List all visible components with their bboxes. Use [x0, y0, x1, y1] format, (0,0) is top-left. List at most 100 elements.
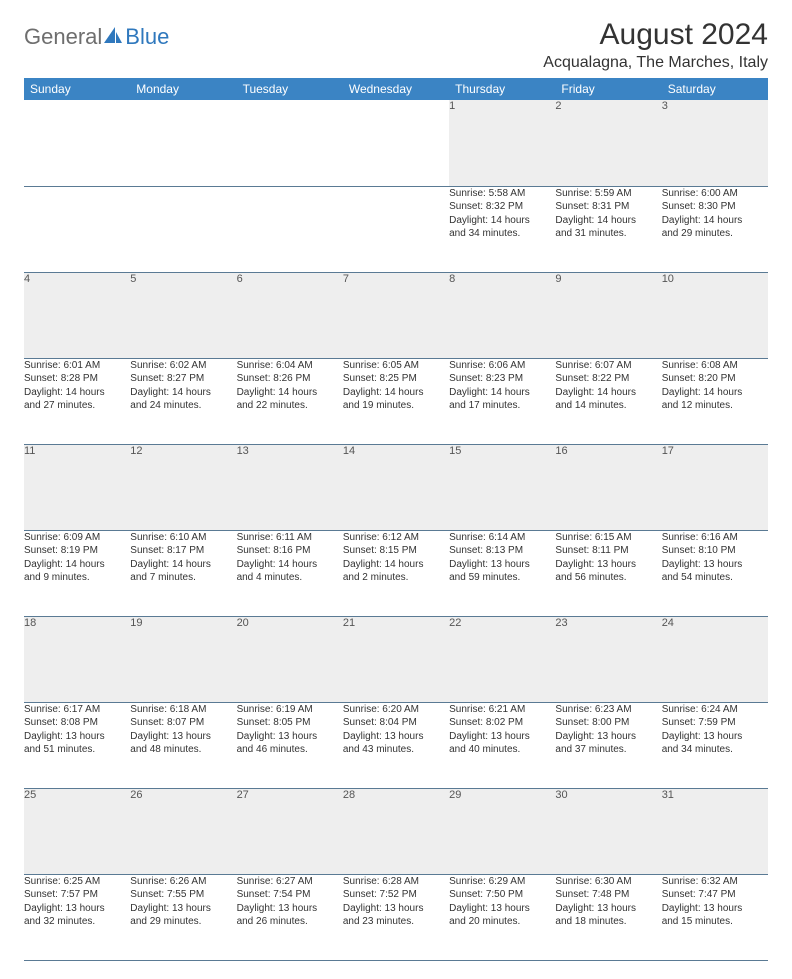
sunset-text: Sunset: 8:04 PM [343, 716, 449, 730]
daylight-text: and 31 minutes. [555, 227, 661, 241]
day-number [343, 100, 449, 186]
sunrise-text: Sunrise: 6:26 AM [130, 875, 236, 889]
sunset-text: Sunset: 8:00 PM [555, 716, 661, 730]
sunset-text: Sunset: 7:48 PM [555, 888, 661, 902]
daylight-text: and 14 minutes. [555, 399, 661, 413]
day-number: 24 [662, 616, 768, 702]
sunrise-text: Sunrise: 6:30 AM [555, 875, 661, 889]
day-number: 19 [130, 616, 236, 702]
day-number-row: 123 [24, 100, 768, 186]
sunrise-text: Sunrise: 6:05 AM [343, 359, 449, 373]
sunrise-text: Sunrise: 6:28 AM [343, 875, 449, 889]
day-number [130, 100, 236, 186]
daylight-text: Daylight: 13 hours [555, 730, 661, 744]
day-detail-row: Sunrise: 6:25 AMSunset: 7:57 PMDaylight:… [24, 874, 768, 960]
sunset-text: Sunset: 8:11 PM [555, 544, 661, 558]
day-details: Sunrise: 6:05 AMSunset: 8:25 PMDaylight:… [343, 358, 449, 444]
daylight-text: and 43 minutes. [343, 743, 449, 757]
sunrise-text: Sunrise: 6:07 AM [555, 359, 661, 373]
day-number: 27 [237, 788, 343, 874]
logo-text-general: General [24, 24, 102, 50]
sunrise-text: Sunrise: 6:01 AM [24, 359, 130, 373]
sunset-text: Sunset: 8:19 PM [24, 544, 130, 558]
location: Acqualagna, The Marches, Italy [543, 54, 768, 72]
day-details: Sunrise: 6:26 AMSunset: 7:55 PMDaylight:… [130, 874, 236, 960]
month-title: August 2024 [543, 18, 768, 52]
day-detail-row: Sunrise: 6:09 AMSunset: 8:19 PMDaylight:… [24, 530, 768, 616]
day-number: 18 [24, 616, 130, 702]
daylight-text: and 26 minutes. [237, 915, 343, 929]
daylight-text: and 48 minutes. [130, 743, 236, 757]
weekday-header-row: SundayMondayTuesdayWednesdayThursdayFrid… [24, 78, 768, 100]
daylight-text: Daylight: 14 hours [343, 558, 449, 572]
day-number: 8 [449, 272, 555, 358]
daylight-text: Daylight: 13 hours [24, 902, 130, 916]
logo-sail-icon [103, 26, 123, 49]
daylight-text: Daylight: 13 hours [24, 730, 130, 744]
daylight-text: Daylight: 13 hours [237, 730, 343, 744]
daylight-text: and 17 minutes. [449, 399, 555, 413]
day-number: 4 [24, 272, 130, 358]
sunrise-text: Sunrise: 6:06 AM [449, 359, 555, 373]
day-details: Sunrise: 6:02 AMSunset: 8:27 PMDaylight:… [130, 358, 236, 444]
sunset-text: Sunset: 8:30 PM [662, 200, 768, 214]
day-details: Sunrise: 6:12 AMSunset: 8:15 PMDaylight:… [343, 530, 449, 616]
sunset-text: Sunset: 8:22 PM [555, 372, 661, 386]
day-number: 13 [237, 444, 343, 530]
day-number-row: 18192021222324 [24, 616, 768, 702]
sunset-text: Sunset: 8:26 PM [237, 372, 343, 386]
day-details [343, 186, 449, 272]
day-number: 3 [662, 100, 768, 186]
day-number: 22 [449, 616, 555, 702]
day-number: 29 [449, 788, 555, 874]
sunrise-text: Sunrise: 6:11 AM [237, 531, 343, 545]
day-number [24, 100, 130, 186]
day-number: 17 [662, 444, 768, 530]
day-details: Sunrise: 6:06 AMSunset: 8:23 PMDaylight:… [449, 358, 555, 444]
weekday-header: Sunday [24, 78, 130, 100]
sunset-text: Sunset: 8:32 PM [449, 200, 555, 214]
sunset-text: Sunset: 8:07 PM [130, 716, 236, 730]
daylight-text: Daylight: 14 hours [237, 386, 343, 400]
daylight-text: Daylight: 13 hours [130, 730, 236, 744]
daylight-text: Daylight: 13 hours [237, 902, 343, 916]
sunrise-text: Sunrise: 6:08 AM [662, 359, 768, 373]
calendar-table: SundayMondayTuesdayWednesdayThursdayFrid… [24, 78, 768, 961]
sunset-text: Sunset: 8:31 PM [555, 200, 661, 214]
sunset-text: Sunset: 8:05 PM [237, 716, 343, 730]
sunrise-text: Sunrise: 6:24 AM [662, 703, 768, 717]
sunrise-text: Sunrise: 6:16 AM [662, 531, 768, 545]
sunset-text: Sunset: 7:59 PM [662, 716, 768, 730]
day-number: 5 [130, 272, 236, 358]
daylight-text: and 29 minutes. [130, 915, 236, 929]
day-details: Sunrise: 6:20 AMSunset: 8:04 PMDaylight:… [343, 702, 449, 788]
daylight-text: and 12 minutes. [662, 399, 768, 413]
sunrise-text: Sunrise: 6:12 AM [343, 531, 449, 545]
day-details: Sunrise: 6:10 AMSunset: 8:17 PMDaylight:… [130, 530, 236, 616]
sunset-text: Sunset: 8:27 PM [130, 372, 236, 386]
day-number-row: 45678910 [24, 272, 768, 358]
daylight-text: Daylight: 13 hours [449, 902, 555, 916]
sunrise-text: Sunrise: 6:18 AM [130, 703, 236, 717]
day-details: Sunrise: 6:09 AMSunset: 8:19 PMDaylight:… [24, 530, 130, 616]
sunset-text: Sunset: 8:25 PM [343, 372, 449, 386]
daylight-text: and 34 minutes. [662, 743, 768, 757]
daylight-text: Daylight: 13 hours [662, 730, 768, 744]
day-detail-row: Sunrise: 5:58 AMSunset: 8:32 PMDaylight:… [24, 186, 768, 272]
sunrise-text: Sunrise: 6:29 AM [449, 875, 555, 889]
day-number: 14 [343, 444, 449, 530]
day-number: 6 [237, 272, 343, 358]
sunrise-text: Sunrise: 6:02 AM [130, 359, 236, 373]
daylight-text: Daylight: 13 hours [343, 902, 449, 916]
daylight-text: and 46 minutes. [237, 743, 343, 757]
daylight-text: Daylight: 14 hours [130, 558, 236, 572]
daylight-text: Daylight: 13 hours [555, 558, 661, 572]
daylight-text: and 18 minutes. [555, 915, 661, 929]
daylight-text: Daylight: 14 hours [237, 558, 343, 572]
sunset-text: Sunset: 8:23 PM [449, 372, 555, 386]
day-details: Sunrise: 6:29 AMSunset: 7:50 PMDaylight:… [449, 874, 555, 960]
weekday-header: Friday [555, 78, 661, 100]
sunset-text: Sunset: 8:02 PM [449, 716, 555, 730]
day-number: 2 [555, 100, 661, 186]
daylight-text: and 34 minutes. [449, 227, 555, 241]
